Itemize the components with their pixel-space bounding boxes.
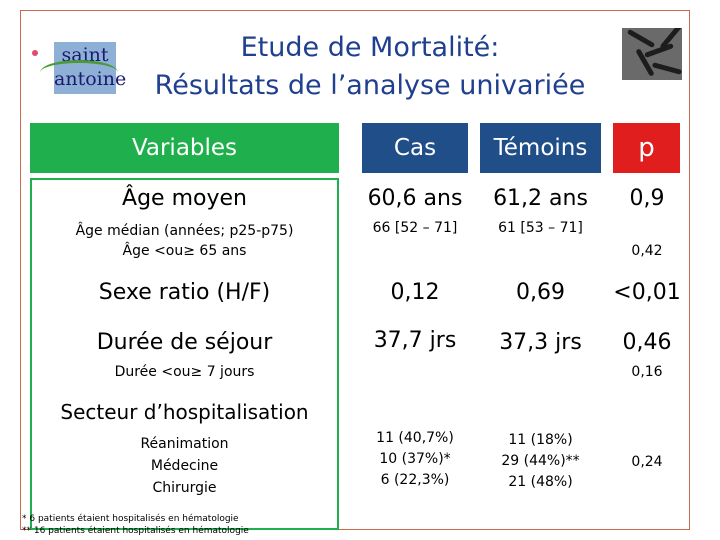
secteur-cas: 10 (37%)* [379, 451, 451, 467]
header-cas: Cas [362, 123, 468, 173]
header-variables: Variables [30, 123, 339, 173]
header-cas-label: Cas [393, 135, 437, 161]
logo-dot [32, 50, 38, 56]
logo-swoosh [40, 60, 118, 85]
age-cas: 60,6 ans [367, 186, 463, 211]
footnote-1: * 6 patients étaient hospitalisés en hém… [22, 514, 239, 524]
secteur-cas: 11 (40,7%) [376, 430, 454, 446]
secteur-label: Secteur d’hospitalisation [60, 400, 309, 424]
secteur-temoins: 29 (44%)** [501, 453, 580, 469]
footnote-2: ** 16 patients étaient hospitalisés en h… [22, 526, 249, 536]
age-65-p: 0,42 [631, 243, 663, 259]
age-median-temoins: 61 [53 – 71] [498, 220, 583, 236]
bacteria-photo-icon [622, 28, 682, 80]
sexe-cas: 0,12 [390, 280, 440, 305]
duree-7j-label: Durée <ou≥ 7 jours [114, 364, 255, 380]
secteur-item: Réanimation [140, 436, 229, 452]
age-temoins: 61,2 ans [493, 186, 588, 211]
age-p: 0,9 [629, 186, 665, 211]
header-p: p [613, 123, 680, 173]
sexe-temoins: 0,69 [516, 280, 565, 305]
secteur-temoins: 11 (18%) [508, 432, 573, 448]
secteur-item: Médecine [150, 458, 219, 474]
duree-temoins: 37,3 jrs [499, 330, 582, 355]
header-temoins: Témoins [480, 123, 601, 173]
age-median-label: Âge médian (années; p25-p75) [75, 223, 294, 239]
duree-7j-p: 0,16 [631, 364, 663, 380]
variables-panel [30, 178, 339, 530]
age-65-label: Âge <ou≥ 65 ans [122, 243, 247, 259]
slide-frame [20, 10, 690, 530]
duree-cas: 37,7 jrs [373, 328, 457, 353]
secteur-temoins: 21 (48%) [508, 474, 573, 490]
header-p-label: p [638, 133, 655, 163]
sexe-p: <0,01 [613, 280, 681, 305]
age-median-cas: 66 [52 – 71] [372, 220, 458, 236]
age-label: Âge moyen [122, 186, 247, 211]
header-temoins-label: Témoins [493, 135, 588, 161]
sexe-label: Sexe ratio (H/F) [98, 280, 271, 305]
secteur-cas: 6 (22,3%) [380, 472, 450, 488]
secteur-p: 0,24 [631, 454, 663, 470]
secteur-item: Chirurgie [152, 480, 217, 496]
title-line-1: Etude de Mortalité: [240, 32, 500, 63]
duree-label: Durée de séjour [96, 330, 273, 355]
title-line-2: Résultats de l’analyse univariée [154, 70, 586, 101]
duree-p: 0,46 [622, 330, 672, 355]
header-variables-label: Variables [131, 135, 238, 161]
